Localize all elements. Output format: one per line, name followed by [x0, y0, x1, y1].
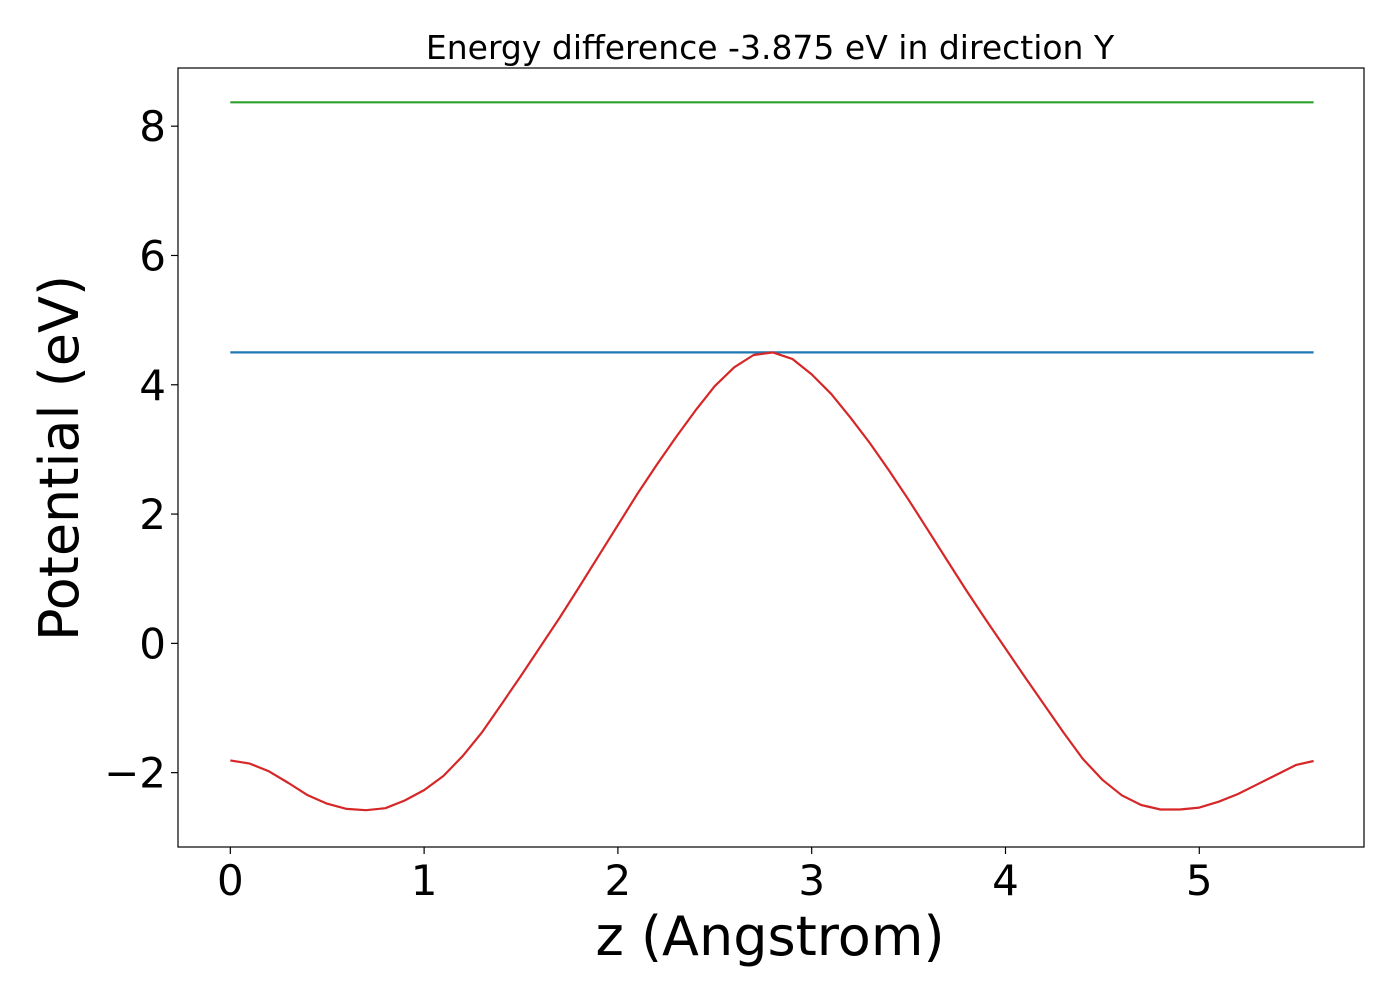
series-layer	[230, 101, 1314, 812]
y-axis: −2 0 2 4 6 8	[104, 102, 178, 798]
x-tick-label: 3	[798, 856, 825, 905]
x-axis-label: z (Angstrom)	[595, 905, 944, 968]
y-axis-label: Potential (eV)	[28, 275, 91, 641]
y-tick-label: 0	[139, 619, 166, 668]
x-tick-label: 4	[992, 856, 1019, 905]
plot-area	[177, 67, 1365, 848]
chart-title: Energy difference -3.875 eV in direction…	[426, 28, 1115, 67]
x-tick-label: 0	[217, 856, 244, 905]
y-tick-label: −2	[104, 749, 166, 798]
x-tick-label: 1	[411, 856, 438, 905]
y-tick-label: 4	[139, 361, 166, 410]
x-tick-label: 2	[605, 856, 632, 905]
x-tick-label: 5	[1186, 856, 1213, 905]
x-axis: 0 1 2 3 4 5	[217, 847, 1213, 905]
y-tick-label: 2	[139, 490, 166, 539]
series-line-2	[230, 351, 1314, 812]
y-tick-label: 6	[139, 231, 166, 280]
y-tick-label: 8	[139, 102, 166, 151]
